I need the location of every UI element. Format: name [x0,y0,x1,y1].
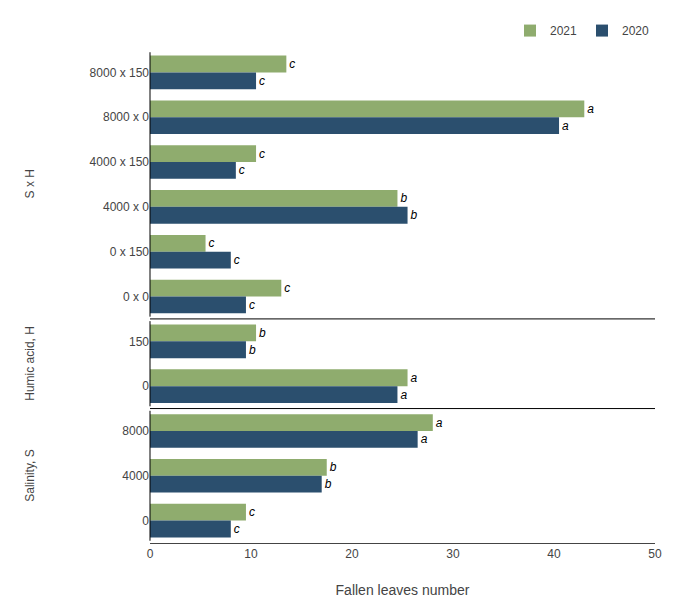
svg-text:0 x 0: 0 x 0 [123,290,149,304]
svg-text:b: b [249,343,256,357]
svg-text:Humic acid, H: Humic acid, H [23,326,37,401]
svg-text:c: c [259,74,265,88]
svg-text:S x H: S x H [23,169,37,198]
svg-text:a: a [562,119,569,133]
svg-text:2021: 2021 [550,24,577,38]
svg-text:b: b [259,326,266,340]
svg-text:b: b [330,460,337,474]
svg-text:2020: 2020 [622,24,649,38]
svg-text:a: a [411,371,418,385]
svg-text:a: a [400,388,407,402]
svg-text:0: 0 [142,514,149,528]
svg-text:c: c [249,505,255,519]
svg-text:c: c [284,281,290,295]
svg-text:b: b [325,477,332,491]
svg-text:50: 50 [648,547,662,561]
svg-text:a: a [436,416,443,430]
svg-text:4000 x 150: 4000 x 150 [90,155,150,169]
svg-text:c: c [234,253,240,267]
svg-text:0: 0 [147,547,154,561]
svg-text:40: 40 [547,547,561,561]
svg-text:b: b [411,208,418,222]
svg-text:c: c [289,57,295,71]
svg-text:c: c [234,522,240,536]
svg-text:c: c [239,163,245,177]
svg-text:8000 x 150: 8000 x 150 [90,66,150,80]
svg-text:c: c [249,298,255,312]
svg-text:Fallen leaves number: Fallen leaves number [336,582,470,598]
svg-text:4000 x 0: 4000 x 0 [103,200,149,214]
svg-text:b: b [400,191,407,205]
svg-text:4000: 4000 [122,469,149,483]
svg-text:0: 0 [142,379,149,393]
svg-text:a: a [421,432,428,446]
svg-text:0 x 150: 0 x 150 [110,245,150,259]
svg-text:a: a [587,102,594,116]
svg-text:30: 30 [446,547,460,561]
svg-text:10: 10 [244,547,258,561]
svg-text:c: c [209,236,215,250]
svg-text:150: 150 [129,335,149,349]
svg-text:Salinity, S: Salinity, S [23,449,37,501]
svg-text:c: c [259,147,265,161]
svg-text:20: 20 [345,547,359,561]
svg-text:8000 x 0: 8000 x 0 [103,110,149,124]
svg-text:8000: 8000 [122,424,149,438]
